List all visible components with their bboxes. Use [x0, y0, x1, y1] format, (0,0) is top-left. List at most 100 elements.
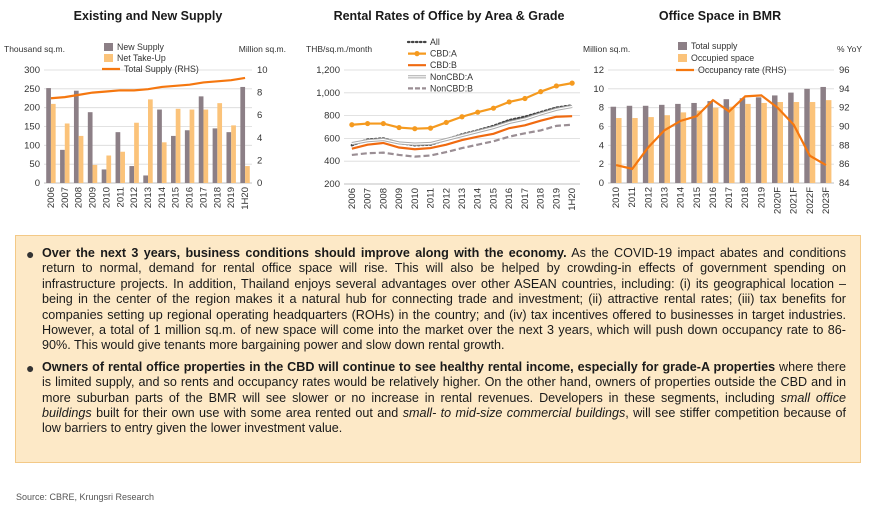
y-tick-label: 800	[324, 111, 340, 122]
y2-tick-label: 96	[839, 65, 850, 76]
bar-new-supply	[87, 112, 93, 183]
bar-occupied-space	[616, 118, 622, 183]
bar-net-take-up	[64, 123, 70, 183]
y-tick-label: 0	[35, 178, 40, 189]
x-tick-label: 2007	[363, 188, 374, 209]
y-tick-label: 300	[24, 65, 40, 76]
bar-total-supply	[675, 103, 681, 183]
x-tick-label: 2010	[611, 187, 622, 208]
y2-tick-label: 6	[257, 110, 262, 121]
x-tick-label: 2010	[101, 187, 112, 208]
x-tick-label: 2015	[488, 188, 499, 209]
line-cbd-a-marker	[396, 124, 402, 131]
y2-tick-label: 4	[257, 133, 262, 144]
bar-new-supply	[212, 128, 218, 183]
x-tick-label: 2017	[198, 187, 209, 208]
bar-total-supply	[659, 104, 665, 183]
bar-occupied-space	[825, 100, 832, 183]
x-tick-label: 2018	[212, 187, 223, 208]
legend-label: Occupancy rate (RHS)	[698, 65, 787, 75]
y-tick-label: 200	[324, 179, 340, 190]
bullet-icon: ●	[26, 246, 35, 262]
legend-label: NonCBD:B	[430, 83, 473, 93]
line-noncbd-b	[351, 123, 573, 158]
y-tick-label: 250	[24, 84, 40, 95]
y-tick-label: 200	[24, 103, 40, 114]
y2-tick-label: 88	[839, 140, 850, 151]
bar-occupied-space	[745, 103, 751, 183]
commentary-paragraph-1: ● Over the next 3 years, business condit…	[26, 246, 846, 354]
bar-new-supply	[73, 90, 79, 183]
bar-total-supply	[723, 99, 730, 183]
x-tick-label: 2017	[724, 187, 735, 208]
right-axis-unit: Million sq.m.	[239, 44, 286, 54]
y-tick-label: 2	[599, 159, 604, 170]
line-cbd-a-marker	[365, 120, 371, 127]
y2-tick-label: 90	[839, 122, 850, 133]
chart-title: Rental Rates of Office by Area & Grade	[334, 9, 565, 23]
x-tick-label: 2007	[60, 187, 71, 208]
y2-tick-label: 0	[257, 178, 262, 189]
line-total-supply-rhs-	[50, 76, 246, 100]
paragraph-2-body-2: built for their own use with some area r…	[91, 406, 403, 421]
bar-new-supply	[46, 88, 51, 183]
line-noncbd-a-inner	[351, 105, 573, 145]
bar-total-supply	[691, 102, 697, 183]
y-tick-label: 1,200	[316, 65, 340, 76]
bar-occupied-space	[761, 102, 767, 183]
legend-swatch-marker	[414, 51, 420, 57]
rental-rates-chart: Rental Rates of Office by Area & Grade TH…	[300, 0, 590, 222]
line-cbd-a-marker	[443, 119, 449, 126]
bar-net-take-up	[78, 135, 84, 183]
y-tick-label: 10	[593, 84, 604, 95]
x-tick-label: 2016	[708, 187, 719, 208]
line-cbd-a-marker	[349, 122, 355, 128]
y-tick-label: 4	[599, 140, 604, 151]
x-tick-label: 2009	[88, 187, 99, 208]
bar-net-take-up	[217, 103, 223, 183]
x-tick-label: 2008	[74, 187, 85, 208]
line-cbd-a-marker	[412, 126, 418, 132]
y-tick-label: 12	[593, 65, 604, 76]
y-tick-label: 400	[324, 156, 340, 167]
bar-occupied-space	[680, 112, 687, 183]
y2-tick-label: 2	[257, 155, 262, 166]
bar-new-supply	[157, 109, 162, 183]
bar-new-supply	[184, 130, 190, 183]
x-tick-label: 2018	[740, 187, 751, 208]
x-tick-label: 2015	[171, 187, 182, 208]
bar-total-supply	[610, 106, 617, 183]
bar-new-supply	[60, 149, 65, 183]
x-tick-label: 2019	[226, 187, 237, 208]
x-tick-label: 2018	[536, 188, 547, 209]
bar-net-take-up	[92, 164, 98, 183]
legend-label: Occupied space	[691, 53, 754, 63]
x-tick-label: 2012	[643, 187, 654, 208]
bar-new-supply	[115, 132, 121, 183]
y2-tick-label: 8	[257, 88, 262, 99]
x-tick-label: 2014	[676, 187, 687, 208]
bar-total-supply	[820, 86, 826, 183]
x-tick-label: 2006	[46, 187, 57, 208]
x-tick-label: 2013	[143, 187, 154, 208]
legend-swatch	[104, 54, 113, 62]
legend-label: CBD:B	[430, 60, 457, 70]
bar-new-supply	[129, 166, 135, 183]
line-cbd-a-marker	[427, 125, 434, 131]
y2-tick-label: 86	[839, 159, 850, 170]
line-occupancy-rate-rhs-	[615, 94, 827, 171]
x-tick-label: 2014	[157, 187, 168, 208]
bar-total-supply	[755, 97, 762, 183]
x-tick-label: 2008	[378, 188, 389, 209]
bar-net-take-up	[231, 125, 236, 183]
x-tick-label: 2022F	[805, 187, 816, 214]
source-note: Source: CBRE, Krungsri Research	[16, 492, 155, 502]
legend-label: Net Take-Up	[117, 53, 166, 63]
x-tick-label: 2017	[520, 188, 531, 209]
y2-tick-label: 84	[839, 178, 850, 189]
x-tick-label: 2011	[115, 187, 126, 207]
bar-net-take-up	[106, 155, 112, 183]
line-cbd-b	[351, 115, 573, 151]
line-cbd-a-marker	[522, 95, 528, 102]
y-tick-label: 600	[324, 133, 340, 144]
